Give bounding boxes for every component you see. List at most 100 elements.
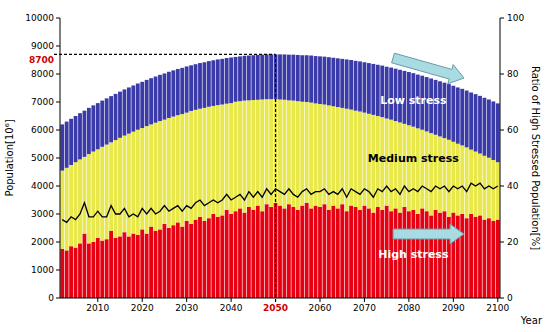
bar-segment xyxy=(251,100,255,210)
bar-segment xyxy=(491,160,495,221)
bar-segment xyxy=(118,236,122,298)
bar-segment xyxy=(171,70,175,116)
bar-segment xyxy=(100,101,104,147)
bar-segment xyxy=(256,206,260,298)
bar-segment xyxy=(269,99,273,207)
bar-segment xyxy=(314,206,318,298)
bar-segment xyxy=(438,136,442,212)
x-tick xyxy=(320,298,321,302)
bar-segment xyxy=(260,211,264,298)
bar-segment xyxy=(158,75,162,121)
bar-segment xyxy=(491,221,495,298)
y2-tick-label: 40 xyxy=(507,181,519,191)
bar-segment xyxy=(469,92,473,149)
bar-segment xyxy=(243,213,247,298)
bar-segment xyxy=(234,102,238,211)
bar-segment xyxy=(185,113,189,221)
bar-segment xyxy=(256,100,260,206)
bar-segment xyxy=(345,211,349,298)
bar-segment xyxy=(403,124,407,207)
x-tick-label: 2010 xyxy=(86,303,109,313)
bar-segment xyxy=(367,63,371,114)
y2-tick xyxy=(500,298,504,299)
bar-segment xyxy=(300,55,304,101)
bar-segment xyxy=(314,56,318,103)
bar-segment xyxy=(158,229,162,298)
bar-segment xyxy=(234,211,238,298)
trend-arrow xyxy=(393,224,464,244)
y-tick-label: 2000 xyxy=(31,237,54,247)
bar-segment xyxy=(474,217,478,298)
x-tick-label: 2030 xyxy=(175,303,198,313)
bar-segment xyxy=(180,68,184,114)
x-tick xyxy=(142,298,143,302)
bar-segment xyxy=(216,59,220,105)
x-tick-label: 2020 xyxy=(131,303,154,313)
bar-segment xyxy=(78,243,82,298)
bar-segment xyxy=(149,227,153,298)
bar-segment xyxy=(131,85,135,131)
bar-segment xyxy=(211,106,215,214)
bar-segment xyxy=(189,65,193,111)
y-axis-title: Population[10⁶] xyxy=(4,119,15,196)
bar-segment xyxy=(323,204,327,298)
bar-segment xyxy=(229,57,233,103)
bar-segment xyxy=(145,80,149,126)
bar-segment xyxy=(194,64,198,110)
x-tick xyxy=(231,298,232,302)
y2-tick xyxy=(500,130,504,131)
bar-segment xyxy=(69,246,73,298)
bar-segment xyxy=(60,124,64,170)
y-tick xyxy=(56,46,60,47)
annotation-label: 8700 xyxy=(29,55,54,65)
y-tick xyxy=(56,102,60,103)
bar-segment xyxy=(349,206,353,298)
y-tick-label: 8000 xyxy=(31,69,54,79)
x-tick-label: 2100 xyxy=(486,303,509,313)
bar-segment xyxy=(389,120,393,212)
bar-segment xyxy=(287,55,291,101)
bar-segment xyxy=(483,220,487,298)
bar-segment xyxy=(238,101,242,208)
bar-segment xyxy=(314,103,318,205)
bar-segment xyxy=(336,208,340,298)
bar-segment xyxy=(474,152,478,217)
y-tick xyxy=(56,74,60,75)
bar-segment xyxy=(265,204,269,298)
bar-segment xyxy=(211,214,215,298)
bar-segment xyxy=(340,59,344,108)
bar-segment xyxy=(127,87,131,133)
y-tick-label: 4000 xyxy=(31,181,54,191)
bar-segment xyxy=(327,57,331,105)
x-tick xyxy=(453,298,454,302)
x-tick-label: 2090 xyxy=(442,303,465,313)
bar-segment xyxy=(367,208,371,298)
chart: 0100020003000400050006000700080009000100… xyxy=(0,0,546,332)
bar-segment xyxy=(478,96,482,154)
bar-segment xyxy=(207,218,211,298)
bar-segment xyxy=(291,55,295,101)
bar-segment xyxy=(91,105,95,151)
bar-segment xyxy=(336,58,340,107)
y-tick-label: 10000 xyxy=(25,13,54,23)
x-tick-label: 2060 xyxy=(309,303,332,313)
bar-segment xyxy=(371,64,375,115)
bar-segment xyxy=(323,57,327,105)
bar-segment xyxy=(100,147,104,241)
bar-segment xyxy=(65,122,69,168)
bar-segment xyxy=(358,61,362,111)
bar-segment xyxy=(305,102,309,203)
bar-segment xyxy=(60,249,64,298)
bar-segment xyxy=(176,222,180,298)
bar-segment xyxy=(198,217,202,298)
series-label: Medium stress xyxy=(368,152,459,165)
bar-segment xyxy=(443,83,447,138)
y2-tick-label: 0 xyxy=(507,293,513,303)
bar-segment xyxy=(189,224,193,298)
y-tick-label: 6000 xyxy=(31,125,54,135)
bar-segment xyxy=(176,69,180,115)
bar-segment xyxy=(296,55,300,101)
bar-segment xyxy=(309,208,313,298)
bar-segment xyxy=(487,99,491,157)
bar-segment xyxy=(198,63,202,109)
